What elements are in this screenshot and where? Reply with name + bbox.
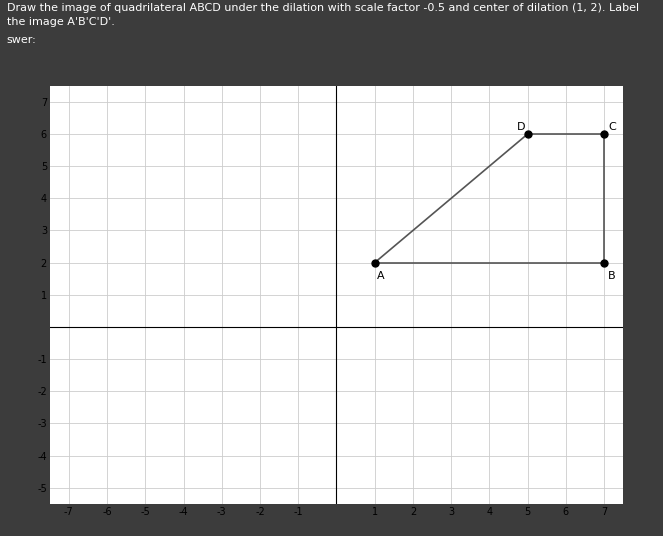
- Text: C: C: [608, 122, 616, 132]
- Text: A: A: [377, 271, 385, 281]
- Text: the image A'B'C'D'.: the image A'B'C'D'.: [7, 17, 115, 27]
- Text: Draw the image of quadrilateral ABCD under the dilation with scale factor -0.5 a: Draw the image of quadrilateral ABCD und…: [7, 3, 638, 13]
- Text: B: B: [608, 271, 615, 281]
- Text: swer:: swer:: [7, 35, 36, 45]
- Text: D: D: [517, 122, 526, 132]
